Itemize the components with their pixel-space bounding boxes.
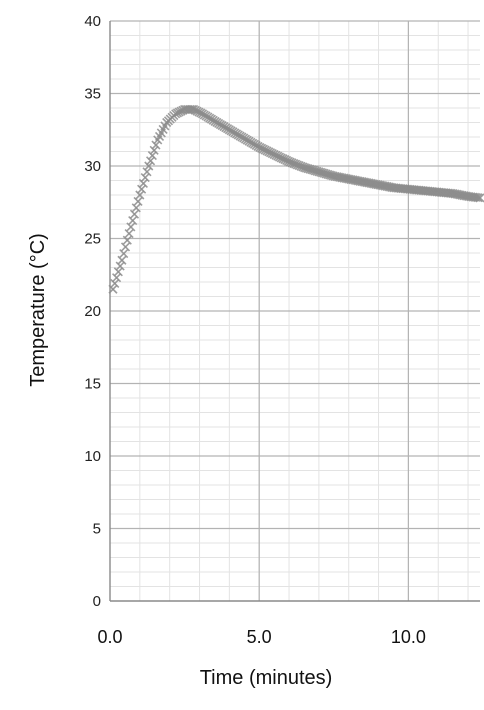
- data-point: [140, 173, 150, 183]
- data-point-stroke: [115, 261, 125, 271]
- data-point: [119, 249, 129, 259]
- data-point-stroke: [312, 166, 322, 176]
- data-point-stroke: [321, 169, 331, 179]
- data-point: [149, 145, 159, 155]
- data-point-stroke: [298, 162, 308, 172]
- data-point: [126, 222, 136, 232]
- data-point: [128, 215, 138, 226]
- data-point-stroke: [325, 170, 335, 180]
- y-axis-title: Temperature (°C): [27, 233, 49, 387]
- data-point: [138, 178, 148, 188]
- y-tick-label: 35: [84, 86, 101, 103]
- data-point-stroke: [323, 169, 333, 179]
- y-tick-label: 0: [93, 593, 101, 610]
- data-point-stroke: [303, 164, 313, 174]
- data-point: [131, 203, 141, 213]
- data-point-stroke: [137, 184, 147, 194]
- data-point-stroke: [120, 242, 131, 252]
- data-point-stroke: [475, 193, 484, 203]
- data-point-stroke: [142, 167, 152, 177]
- data-point-stroke: [473, 193, 483, 203]
- data-point-stroke: [110, 278, 120, 289]
- x-tick-label: 0.0: [97, 627, 122, 647]
- data-point-stroke: [151, 140, 161, 150]
- data-point-stroke: [301, 163, 311, 173]
- y-tick-label: 20: [84, 303, 101, 320]
- data-point-stroke: [111, 273, 122, 283]
- data-point-stroke: [131, 203, 141, 213]
- data-point-stroke: [117, 255, 127, 265]
- data-point-stroke: [310, 166, 320, 176]
- data-point-stroke: [146, 156, 156, 166]
- data-point-stroke: [128, 215, 138, 226]
- data-point-stroke: [133, 196, 143, 206]
- data-point-stroke: [319, 168, 329, 178]
- data-point: [135, 190, 145, 200]
- data-point-stroke: [140, 173, 150, 183]
- data-point: [111, 273, 122, 283]
- data-point-stroke: [317, 168, 328, 178]
- data-point-stroke: [316, 167, 326, 177]
- data-point: [108, 284, 118, 294]
- x-axis-title: Time (minutes): [200, 667, 333, 689]
- data-point-stroke: [187, 104, 197, 115]
- data-point-stroke: [147, 150, 157, 161]
- data-points: [108, 104, 484, 294]
- data-point-stroke: [308, 165, 319, 175]
- data-point: [475, 193, 484, 203]
- data-point: [151, 140, 161, 150]
- axes: [109, 21, 480, 602]
- major-grid: [110, 20, 480, 601]
- data-point-stroke: [299, 163, 310, 173]
- data-point-stroke: [305, 164, 315, 174]
- data-point-stroke: [307, 165, 317, 175]
- y-tick-labels: 0 5 10 15 20 25 30 35 40: [84, 13, 101, 610]
- data-point-stroke: [138, 178, 148, 188]
- y-tick-label: 5: [93, 521, 101, 538]
- data-point: [117, 255, 127, 265]
- data-point-stroke: [129, 209, 140, 219]
- y-tick-label: 15: [84, 376, 101, 393]
- data-point-stroke: [314, 167, 324, 177]
- data-point: [113, 267, 123, 277]
- data-point: [142, 167, 152, 177]
- data-point: [471, 192, 481, 203]
- y-tick-label: 25: [84, 231, 101, 248]
- data-point: [137, 184, 147, 194]
- data-point-stroke: [144, 161, 154, 171]
- data-point-stroke: [471, 192, 481, 203]
- x-tick-labels: 0.0 5.0 10.0: [97, 627, 425, 647]
- data-point-stroke: [108, 284, 118, 294]
- data-point: [124, 229, 134, 239]
- y-tick-label: 40: [84, 13, 101, 30]
- y-tick-label: 10: [84, 448, 101, 465]
- data-point: [120, 242, 131, 252]
- data-point: [146, 156, 156, 166]
- data-point-stroke: [122, 235, 132, 245]
- data-point: [133, 196, 143, 206]
- data-point-stroke: [119, 249, 129, 259]
- data-point-stroke: [135, 190, 145, 200]
- data-point-stroke: [126, 222, 136, 232]
- data-point: [129, 209, 140, 219]
- data-point: [144, 161, 154, 171]
- data-point: [147, 150, 157, 161]
- x-tick-label: 10.0: [391, 627, 426, 647]
- data-point-stroke: [124, 229, 134, 239]
- data-point: [122, 235, 132, 245]
- data-point: [115, 261, 125, 271]
- data-point: [110, 278, 120, 289]
- data-point-stroke: [326, 170, 336, 181]
- data-point: [473, 193, 483, 203]
- data-point-stroke: [149, 145, 159, 155]
- data-point-stroke: [113, 267, 123, 277]
- x-tick-label: 5.0: [247, 627, 272, 647]
- y-tick-label: 30: [84, 158, 101, 175]
